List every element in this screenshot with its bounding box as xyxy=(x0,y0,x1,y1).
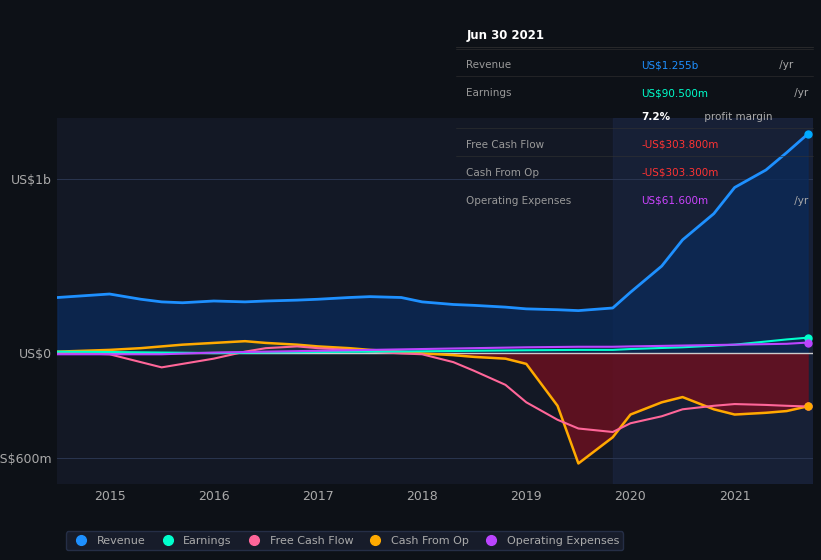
Text: /yr: /yr xyxy=(791,88,809,99)
Text: US$61.600m: US$61.600m xyxy=(641,195,709,206)
Bar xyxy=(612,118,813,484)
Text: Operating Expenses: Operating Expenses xyxy=(466,195,571,206)
Text: US$90.500m: US$90.500m xyxy=(641,88,709,99)
Text: Earnings: Earnings xyxy=(466,88,511,99)
Text: Free Cash Flow: Free Cash Flow xyxy=(466,140,544,150)
Text: Jun 30 2021: Jun 30 2021 xyxy=(466,29,544,42)
Text: profit margin: profit margin xyxy=(701,112,773,122)
Text: Revenue: Revenue xyxy=(466,60,511,71)
Text: -US$303.300m: -US$303.300m xyxy=(641,168,718,178)
Text: 7.2%: 7.2% xyxy=(641,112,671,122)
Text: Cash From Op: Cash From Op xyxy=(466,168,539,178)
Text: /yr: /yr xyxy=(791,195,809,206)
Text: -US$303.800m: -US$303.800m xyxy=(641,140,718,150)
Text: /yr: /yr xyxy=(777,60,794,71)
Text: US$1.255b: US$1.255b xyxy=(641,60,699,71)
Legend: Revenue, Earnings, Free Cash Flow, Cash From Op, Operating Expenses: Revenue, Earnings, Free Cash Flow, Cash … xyxy=(66,531,623,550)
